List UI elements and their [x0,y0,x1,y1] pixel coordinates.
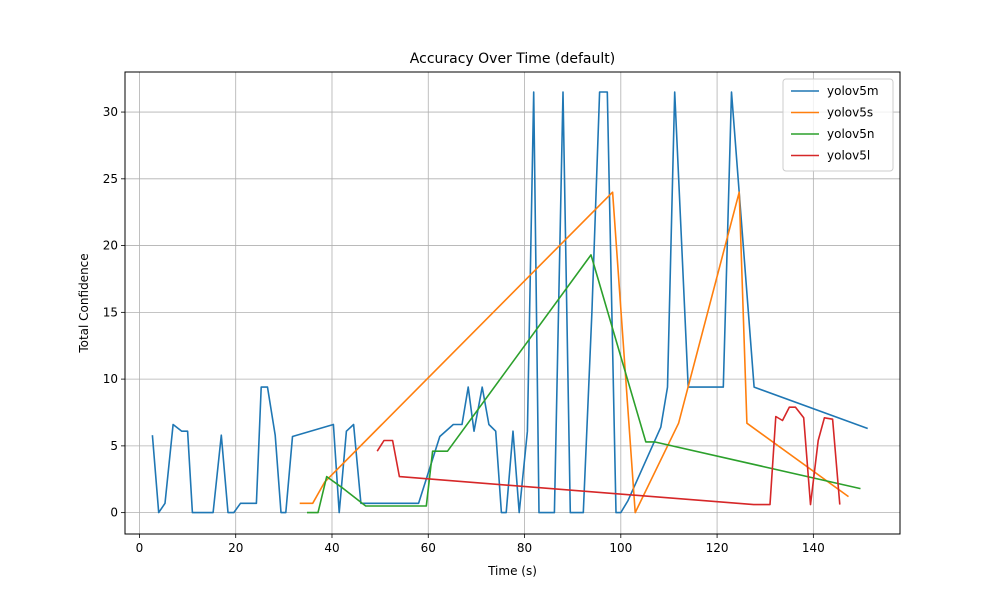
y-tick-label: 30 [103,105,118,119]
legend-label: yolov5n [827,127,874,141]
plot-frame [124,71,901,535]
x-tick-label: 100 [609,541,632,555]
y-tick-label: 0 [110,506,118,520]
x-tick-label: 80 [517,541,532,555]
y-tick-label: 25 [103,172,118,186]
x-tick-label: 140 [802,541,825,555]
legend: yolov5m yolov5s yolov5n yolov5l [782,78,894,172]
x-tick-label: 60 [421,541,436,555]
legend-label: yolov5l [827,149,870,163]
y-tick-label: 15 [103,305,118,319]
chart-title: Accuracy Over Time (default) [410,51,615,67]
series-line-yolov5s [299,191,849,514]
series-line-yolov5m [151,91,868,514]
y-axis-label: Total Confidence [77,253,91,353]
x-tick-label: 0 [136,541,144,555]
y-tick-label: 5 [110,439,118,453]
x-tick-label: 20 [228,541,243,555]
axis-ticks: 0 20 40 60 80 100 120 140 0 5 10 15 20 25 30 [103,105,825,555]
legend-box [782,78,894,172]
y-tick-label: 20 [103,239,118,253]
series-lines [151,91,868,514]
y-tick-label: 10 [103,372,118,386]
series-line-yolov5l [376,406,841,506]
x-axis-label: Time (s) [487,564,537,578]
legend-label: yolov5m [827,84,879,98]
legend-label: yolov5s [827,106,873,120]
x-tick-label: 120 [706,541,729,555]
x-tick-label: 40 [324,541,339,555]
